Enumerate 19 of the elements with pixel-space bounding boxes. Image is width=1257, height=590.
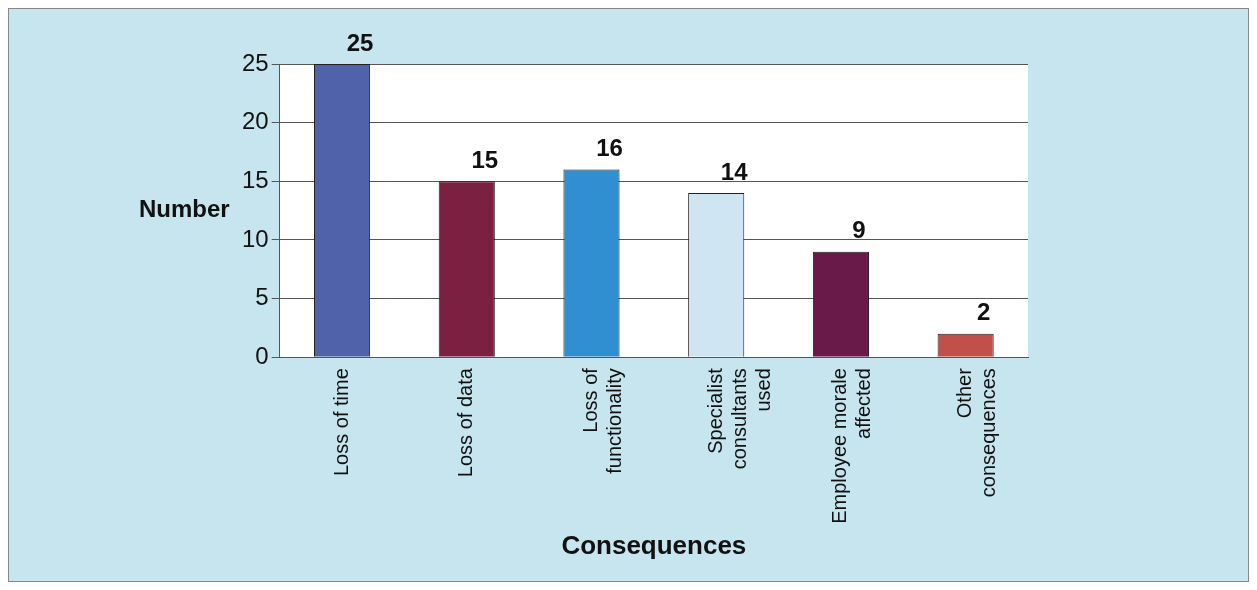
data-label: 15 [471,145,499,173]
data-label: 2 [976,298,991,326]
y-axis-title: Number [139,195,230,223]
x-tick-label: Loss of data [454,367,477,478]
x-tick-label: Employee morale affected [828,368,875,524]
y-tick-label: 20 [241,107,269,135]
y-tick-label: 25 [241,48,269,76]
x-axis-title: Consequences [561,529,747,560]
x-tick-label: Loss of functionality [579,367,625,474]
y-tick-label: 5 [255,283,269,311]
y-tick-label: 0 [255,341,269,369]
x-tick-label: Loss of time [329,368,352,476]
y-tick-label: 15 [241,165,269,193]
data-label: 9 [852,216,866,244]
data-label: 16 [596,134,623,162]
data-label: 14 [720,157,749,185]
y-tick-label: 10 [241,224,269,252]
data-label: 25 [346,28,374,56]
x-tick-label: Specialist consultants used [703,367,774,470]
